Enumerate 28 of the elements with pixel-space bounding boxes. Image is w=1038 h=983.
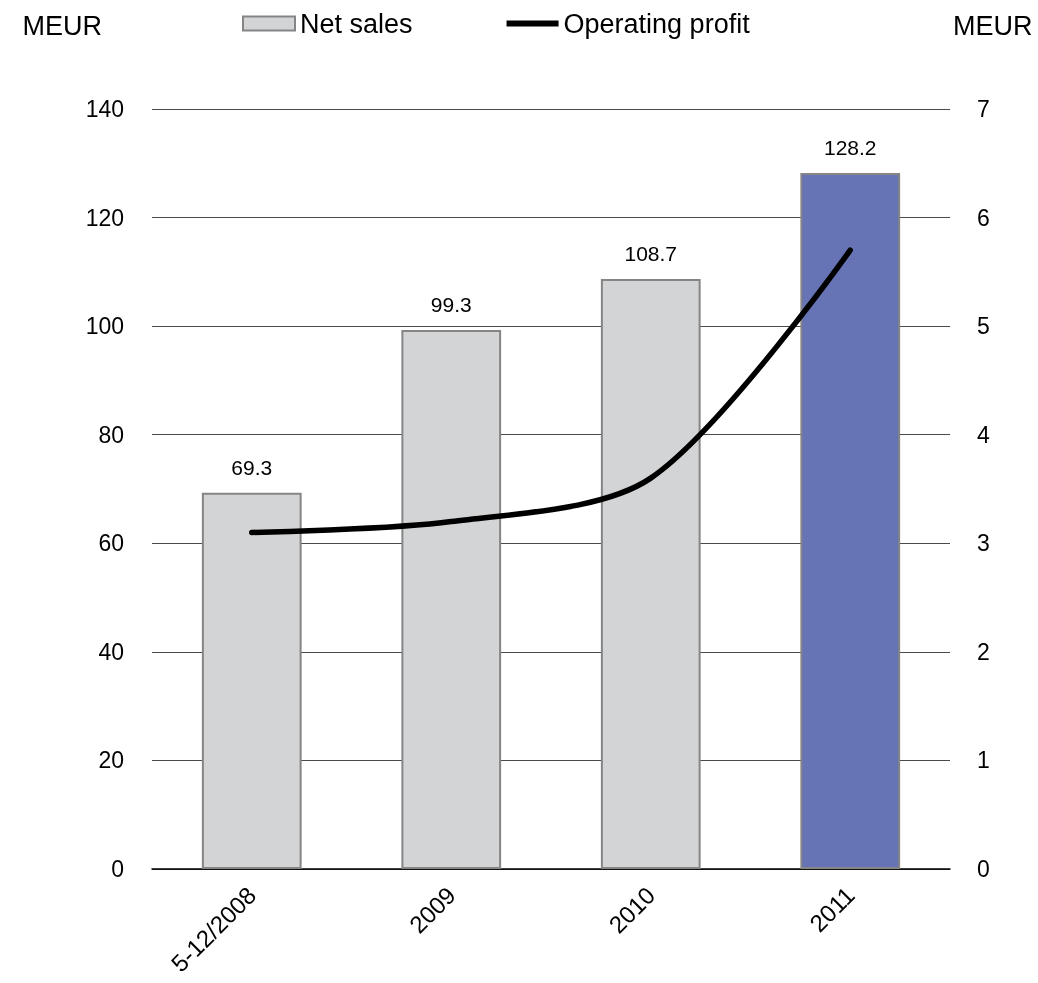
y2-tick-label: 7	[977, 96, 990, 122]
y2-tick-label: 0	[977, 856, 990, 882]
y-tick-label: 80	[98, 421, 124, 448]
y2-axis-title: MEUR	[953, 10, 1033, 41]
data-label: 108.7	[624, 241, 678, 265]
y-tick-label: 120	[85, 204, 124, 231]
bar	[600, 278, 701, 869]
y-tick-label: 20	[98, 747, 124, 774]
data-label: 69.3	[231, 455, 273, 479]
y-tick-label: 0	[111, 856, 124, 882]
data-label: 99.3	[430, 292, 472, 316]
y2-tick-label: 2	[977, 638, 990, 665]
y2-tick-label: 5	[977, 313, 990, 340]
y2-tick-label: 4	[977, 421, 990, 448]
y2-tick-label: 3	[977, 530, 990, 557]
y2-tick-label: 1	[977, 747, 990, 774]
data-label: 128.2	[823, 136, 877, 160]
y-tick-label: 40	[98, 638, 124, 665]
bar	[401, 329, 502, 869]
legend-label: Net sales	[300, 8, 413, 39]
legend-label: Operating profit	[563, 8, 751, 39]
y-tick-label: 60	[98, 530, 124, 557]
bar	[201, 492, 302, 869]
y-tick-label: 140	[85, 96, 124, 122]
y-tick-label: 100	[85, 313, 124, 340]
y-axis-title: MEUR	[22, 10, 102, 41]
y2-tick-label: 6	[977, 204, 990, 231]
bar	[800, 173, 901, 869]
